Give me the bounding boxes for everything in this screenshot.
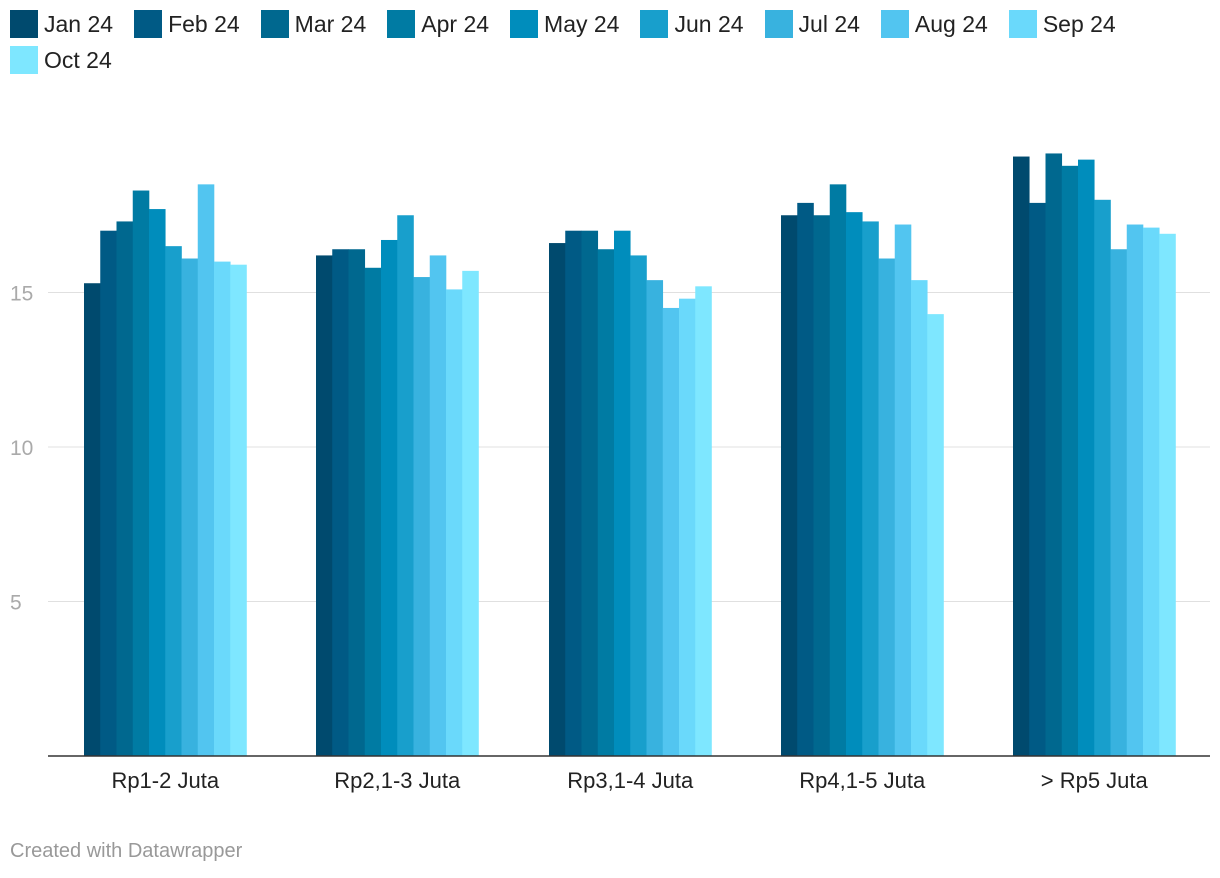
bar — [429, 255, 447, 757]
legend-swatch — [10, 46, 38, 74]
bar — [1126, 224, 1144, 756]
legend-label: Jun 24 — [674, 10, 744, 37]
legend-swatch — [260, 10, 289, 38]
legend-swatch — [134, 10, 163, 38]
bar — [829, 184, 847, 757]
bar — [1045, 153, 1063, 756]
y-tick-label: 10 — [10, 437, 33, 460]
bar — [911, 280, 928, 756]
bar — [862, 221, 879, 756]
bar — [348, 249, 366, 757]
legend-item: May 24 — [510, 10, 619, 38]
bar — [316, 255, 333, 757]
footer-credit: Created with Datawrapper — [10, 840, 243, 862]
bar — [646, 280, 664, 756]
legend-swatch — [764, 10, 793, 38]
legend-swatch — [10, 10, 38, 38]
bar — [413, 277, 431, 756]
bar — [1078, 159, 1095, 756]
legend-label: Apr 24 — [421, 10, 490, 37]
bar — [695, 286, 712, 756]
legend-item: Feb 24 — [134, 10, 240, 38]
bar — [149, 209, 166, 756]
legend-item: Jun 24 — [640, 10, 744, 38]
bar — [397, 215, 414, 756]
bar — [781, 215, 798, 756]
bar — [1110, 249, 1128, 757]
legend-item: Aug 24 — [880, 10, 988, 38]
legend-item: Oct 24 — [10, 46, 112, 74]
legend-label: Aug 24 — [914, 10, 988, 37]
y-tick-label: 15 — [10, 283, 33, 306]
legend-label: Jul 24 — [798, 10, 860, 37]
bar — [662, 307, 680, 756]
legend-item: Jul 24 — [764, 10, 860, 38]
bar — [1013, 156, 1030, 757]
bar — [100, 230, 117, 756]
x-category-label: Rp3,1-4 Juta — [567, 768, 694, 793]
bar — [116, 221, 134, 756]
x-category-label: > Rp5 Juta — [1041, 768, 1149, 793]
bar — [381, 239, 398, 757]
bar — [894, 224, 912, 756]
x-category-label: Rp1-2 Juta — [111, 768, 219, 793]
bar — [181, 258, 199, 756]
x-category-label: Rp2,1-3 Juta — [334, 768, 461, 793]
bar — [549, 243, 566, 756]
bar — [132, 190, 150, 756]
legend-swatch — [510, 10, 539, 38]
legend-item: Jan 24 — [10, 10, 113, 38]
bar — [565, 230, 582, 756]
y-tick-label: 5 — [10, 592, 22, 615]
legend-label: Jan 24 — [44, 10, 114, 37]
legend-label: Feb 24 — [168, 10, 240, 37]
bar — [1159, 233, 1176, 757]
bar — [878, 258, 896, 756]
bar — [614, 230, 631, 756]
bar — [813, 215, 831, 756]
bar — [84, 283, 101, 756]
legend-swatch — [880, 10, 909, 38]
bar — [846, 212, 863, 756]
bar — [1143, 227, 1160, 757]
legend-item: Sep 24 — [1008, 10, 1116, 38]
bar — [197, 184, 215, 757]
bar — [462, 270, 479, 756]
bar — [214, 261, 231, 756]
bar — [797, 202, 814, 756]
bar — [165, 246, 182, 756]
legend-swatch — [387, 10, 416, 38]
legend-label: Sep 24 — [1042, 10, 1116, 37]
bar — [1094, 199, 1111, 757]
legend-swatch — [1008, 10, 1037, 38]
legend-label: Mar 24 — [294, 10, 367, 37]
bar — [1061, 165, 1079, 756]
legend-label: May 24 — [544, 10, 620, 37]
bar — [1029, 202, 1046, 756]
bar — [927, 314, 944, 756]
legend-swatch — [640, 10, 669, 38]
bar — [581, 230, 599, 756]
x-category-label: Rp4,1-5 Juta — [799, 768, 926, 793]
bar — [446, 289, 463, 756]
bar — [332, 249, 349, 757]
legend-item: Mar 24 — [260, 10, 367, 38]
bar — [597, 249, 615, 757]
legend-item: Apr 24 — [387, 10, 489, 38]
bar — [364, 267, 382, 756]
bar — [230, 264, 247, 756]
bar — [630, 255, 647, 757]
chart-legend: Jan 24 Feb 24 Mar 24 Apr 24 May 24 Jun 24 Jul … — [10, 10, 1200, 74]
bar — [679, 298, 696, 756]
legend-label: Oct 24 — [44, 46, 112, 73]
